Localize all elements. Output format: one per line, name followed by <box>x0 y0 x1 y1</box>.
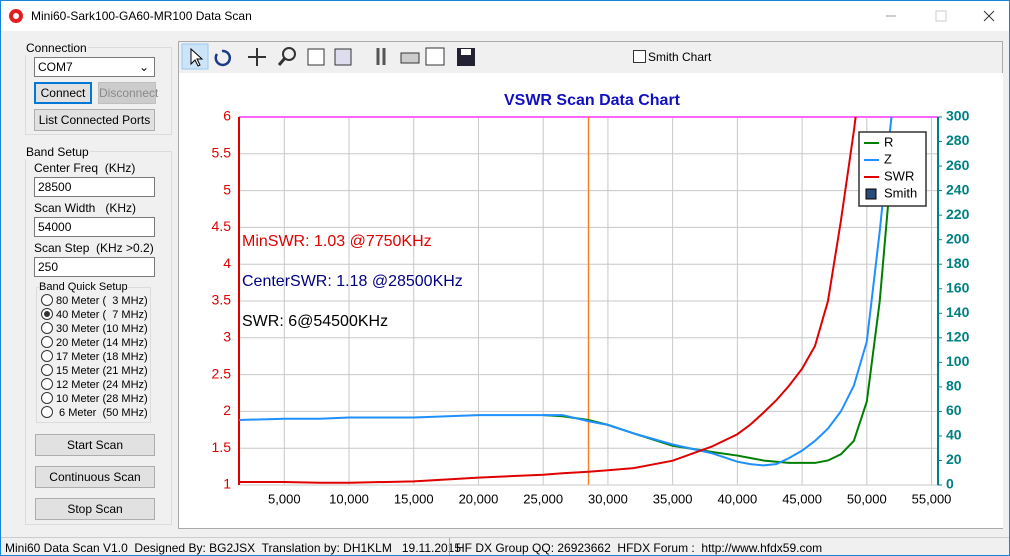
annotation: MinSWR: 1.03 @7750KHz <box>242 233 432 250</box>
smith-checkbox[interactable]: Smith Chart <box>633 50 711 64</box>
band-radio[interactable]: 40 Meter ( 7 MHz) <box>41 308 148 321</box>
connection-group <box>25 47 172 135</box>
y2-tick-label: 240 <box>946 181 970 197</box>
list-ports-button[interactable]: List Connected Ports <box>34 109 155 131</box>
label: Scan Step <box>34 241 90 255</box>
x-tick-label: 55,000 <box>912 491 952 506</box>
band-radio[interactable]: 15 Meter (21 MHz) <box>41 364 148 377</box>
port: COM7 <box>38 60 73 74</box>
y2-tick-label: 100 <box>946 353 970 369</box>
y-tick-label: 6 <box>223 108 231 124</box>
band-radio[interactable]: 80 Meter ( 3 MHz) <box>41 294 148 307</box>
radio-label: 80 Meter ( 3 MHz) <box>56 295 148 307</box>
y2-tick-label: 280 <box>946 132 970 148</box>
band-radio[interactable]: 12 Meter (24 MHz) <box>41 378 148 391</box>
y2-tick-label: 40 <box>946 427 962 443</box>
legend-label: Smith <box>884 185 917 200</box>
radio-label: 10 Meter (28 MHz) <box>56 393 148 405</box>
app-icon <box>9 9 23 23</box>
status-right: HF DX Group QQ: 26923662 HFDX Forum : ht… <box>456 541 823 555</box>
band-radio[interactable]: 6 Meter (50 MHz) <box>41 406 148 419</box>
x-tick-label: 10,000 <box>329 491 369 506</box>
y2-tick-label: 60 <box>946 402 962 418</box>
y-tick-label: 4.5 <box>212 218 232 234</box>
stop-scan-button[interactable]: Stop Scan <box>35 498 155 520</box>
annotation: SWR: 6@54500KHz <box>242 313 388 330</box>
status-bar: Mini60 Data Scan V1.0 Designed By: BG2JS… <box>1 537 1009 555</box>
y-tick-label: 1.5 <box>212 439 232 455</box>
scan-step-input[interactable]: 250 <box>34 257 155 277</box>
window-controls[interactable] <box>881 9 1001 23</box>
x-tick-label: 50,000 <box>847 491 887 506</box>
band-setup-group <box>25 151 172 525</box>
group-title: Band Quick Setup <box>39 281 128 293</box>
y-tick-label: 1 <box>223 476 231 492</box>
label: (KHz >0.2) <box>96 241 154 255</box>
band-radio[interactable]: 20 Meter (14 MHz) <box>41 336 148 349</box>
label: Scan Width (KHz) <box>34 201 137 215</box>
continuous-scan-button[interactable]: Continuous Scan <box>35 466 155 488</box>
y2-tick-label: 220 <box>946 206 970 222</box>
series-line <box>239 117 893 467</box>
annotation: CenterSWR: 1.18 @28500KHz <box>242 273 463 290</box>
connect-button[interactable]: Connect <box>34 82 92 104</box>
start-scan-button[interactable]: Start Scan <box>35 434 155 456</box>
group-title: Connection <box>25 41 88 55</box>
y2-tick-label: 0 <box>946 476 954 492</box>
label: Center Freq (KHz) <box>34 161 136 175</box>
y-tick-label: 5.5 <box>212 145 232 161</box>
legend-label: Z <box>884 151 892 166</box>
radio-label: 17 Meter (18 MHz) <box>56 351 148 363</box>
x-tick-label: 25,000 <box>523 491 563 506</box>
y-tick-label: 3 <box>223 329 231 345</box>
series-line <box>239 117 857 484</box>
status-left: Mini60 Data Scan V1.0 Designed By: BG2JS… <box>5 541 462 555</box>
y2-tick-label: 180 <box>946 255 970 271</box>
group-title: Band Setup <box>25 145 90 159</box>
y-tick-label: 5 <box>223 181 231 197</box>
y2-tick-label: 120 <box>946 329 970 345</box>
y2-tick-label: 300 <box>946 108 970 124</box>
y-tick-label: 4 <box>223 255 231 271</box>
y-tick-label: 2.5 <box>212 365 232 381</box>
x-tick-label: 5,000 <box>268 491 301 506</box>
x-tick-label: 20,000 <box>459 491 499 506</box>
y2-tick-label: 20 <box>946 451 962 467</box>
port-select[interactable]: COM7 ⌄ <box>34 57 155 77</box>
band-radio[interactable]: 30 Meter (10 MHz) <box>41 322 148 335</box>
legend-swatch <box>865 188 877 200</box>
checkbox-label: Smith Chart <box>648 50 712 64</box>
x-tick-label: 15,000 <box>394 491 434 506</box>
window-title: Mini60-Sark100-GA60-MR100 Data Scan <box>31 9 252 23</box>
band-radio[interactable]: 10 Meter (28 MHz) <box>41 392 148 405</box>
radio-label: 20 Meter (14 MHz) <box>56 337 148 349</box>
x-tick-label: 40,000 <box>717 491 757 506</box>
x-tick-label: 30,000 <box>588 491 628 506</box>
y-tick-label: 3.5 <box>212 292 232 308</box>
radio-label: 12 Meter (24 MHz) <box>56 379 148 391</box>
y2-tick-label: 260 <box>946 157 970 173</box>
x-tick-label: 45,000 <box>782 491 822 506</box>
y2-tick-label: 200 <box>946 230 970 246</box>
y-tick-label: 2 <box>223 402 231 418</box>
disconnect-button[interactable]: Disconnect <box>98 82 158 104</box>
chart: VSWR Scan Data Chart 1 1.5 2 2.5 3 3.5 4 4.5 5 5.… <box>179 73 1003 528</box>
radio-label: 30 Meter (10 MHz) <box>56 323 148 335</box>
scan-width-input[interactable]: 54000 <box>34 217 155 237</box>
radio-label: 6 Meter (50 MHz) <box>56 407 148 419</box>
title-bar: Mini60-Sark100-GA60-MR100 Data Scan <box>1 1 1009 31</box>
y2-tick-label: 80 <box>946 378 962 394</box>
radio-label: 40 Meter ( 7 MHz) <box>56 309 148 321</box>
chart-title: VSWR Scan Data Chart <box>504 92 681 109</box>
toolbar[interactable] <box>181 43 501 71</box>
y2-tick-label: 140 <box>946 304 970 320</box>
center-freq-input[interactable]: 28500 <box>34 177 155 197</box>
x-tick-label: 35,000 <box>653 491 693 506</box>
y2-tick-label: 160 <box>946 279 970 295</box>
legend-label: SWR <box>884 168 914 183</box>
band-radio[interactable]: 17 Meter (18 MHz) <box>41 350 148 363</box>
radio-label: 15 Meter (21 MHz) <box>56 365 148 377</box>
legend-label: R <box>884 134 893 149</box>
